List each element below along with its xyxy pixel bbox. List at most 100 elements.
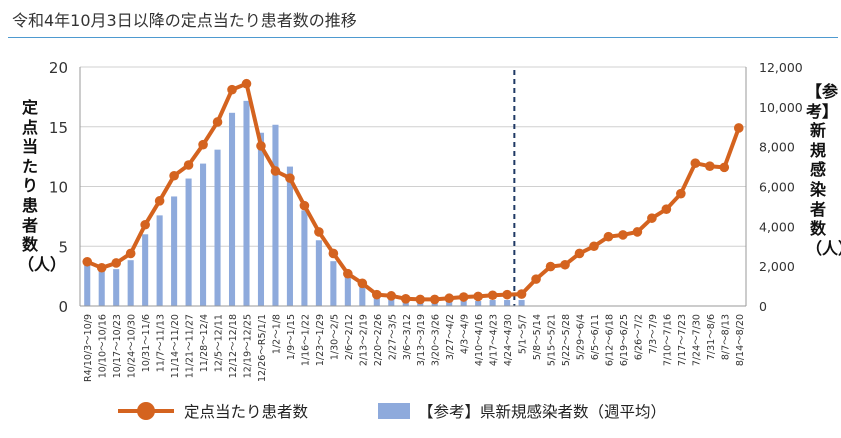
x-tick-label: 3/27～4/2 [445, 314, 456, 360]
line-point [545, 261, 556, 272]
line-point [169, 170, 179, 181]
x-tick-label: 10/10～10/16 [98, 314, 109, 378]
line-point [603, 231, 614, 242]
bar [315, 240, 322, 306]
line-point [415, 294, 426, 305]
right-axis-label: 【参考】新規感染者数（人） [806, 82, 841, 258]
gridlines [80, 66, 746, 247]
x-tick-label: 7/17～7/23 [677, 314, 688, 366]
x-tick-label: 3/6～3/12 [402, 314, 413, 360]
line-point [487, 290, 498, 301]
legend-line-label: 定点当たり患者数 [184, 403, 309, 421]
bar [200, 163, 207, 306]
x-tick-label: 12/5～12/11 [214, 314, 225, 372]
bar [127, 260, 134, 306]
right-tick-label: 2,000 [759, 259, 795, 274]
line-point [589, 241, 599, 252]
right-tick-label: 4,000 [759, 219, 795, 234]
left-tick-label: 5 [58, 238, 68, 256]
x-tick-label: 11/21～11/27 [185, 314, 196, 378]
page-title: 令和4年10月3日以降の定点当たり患者数の推移 [12, 11, 357, 30]
line-point [690, 158, 701, 168]
x-tick-label: 4/17～4/23 [489, 314, 500, 366]
line-point [96, 262, 107, 273]
line-point [705, 161, 715, 171]
bar [330, 261, 337, 306]
x-tick-label: 8/7～8/13 [720, 314, 731, 360]
bar [373, 296, 380, 306]
line-point [328, 248, 339, 259]
x-tick-label: 3/13～3/19 [416, 314, 427, 366]
bar [84, 265, 91, 306]
x-tick-label: 1/9～1/15 [286, 314, 297, 360]
line-point [82, 256, 93, 267]
bar [98, 271, 105, 306]
x-tick-label: 11/14～11/20 [170, 314, 181, 378]
line-point [531, 274, 541, 284]
x-tick-label: 6/19～6/25 [619, 314, 630, 366]
legend-line-swatch [118, 401, 174, 421]
line-point [270, 166, 281, 176]
x-tick-label: 2/6～2/12 [344, 314, 355, 360]
left-tick-label: 10 [49, 179, 68, 197]
bar [142, 234, 149, 306]
x-tick-label: 5/29～6/4 [576, 314, 587, 360]
line-point [647, 213, 657, 223]
x-tick-label: 6/5～6/11 [590, 314, 601, 360]
line-point [154, 196, 165, 206]
bar [185, 178, 192, 306]
bar [489, 300, 496, 306]
x-tick-label: 12/12～12/18 [228, 314, 239, 378]
line-point [632, 227, 643, 237]
x-tick-label: 6/26～7/2 [633, 314, 644, 360]
x-tick-label: 1/30～2/5 [329, 314, 340, 360]
title-divider [8, 37, 838, 38]
bar [243, 100, 250, 306]
line-point [516, 289, 527, 299]
x-tick-label: 4/10～4/16 [474, 314, 485, 366]
x-tick-label: 5/8～5/14 [532, 314, 543, 360]
bar [286, 166, 293, 306]
line-point [386, 291, 397, 301]
x-tick-label: 5/22～5/28 [561, 314, 572, 366]
x-tick-label: 10/24～10/30 [127, 314, 138, 378]
bar [359, 286, 366, 306]
right-tick-label: 6,000 [759, 180, 795, 195]
x-tick-label: 12/19～12/25 [243, 314, 254, 378]
line-point [285, 173, 295, 183]
x-tick-label: 1/23～1/29 [315, 314, 326, 366]
x-tick-label: 2/27～3/5 [387, 314, 398, 360]
line-point [111, 258, 121, 268]
x-tick-label: 10/17～10/23 [112, 314, 123, 378]
line-point [212, 117, 223, 127]
line-point [125, 248, 136, 259]
line-point [256, 141, 266, 151]
left-tick-label: 15 [49, 119, 68, 137]
bar [156, 215, 163, 306]
line-point [314, 227, 324, 237]
line-point [661, 204, 672, 215]
x-tick-label: 7/3～7/9 [648, 314, 659, 354]
line-point [574, 248, 585, 259]
line-point [444, 293, 454, 304]
line-point [198, 139, 208, 150]
x-tick-label: 12/26～R5/1/1 [257, 314, 268, 382]
left-tick-label: 0 [58, 298, 68, 316]
bar [518, 300, 525, 306]
legend-item-line: 定点当たり患者数 [118, 400, 308, 422]
line-path [86, 81, 741, 302]
line-series [82, 78, 744, 305]
x-tick-label: 7/10～7/16 [662, 314, 673, 366]
bar [272, 124, 279, 306]
bar [504, 300, 511, 306]
x-tick-label: 4/3～4/9 [460, 314, 471, 354]
line-point [733, 123, 744, 133]
x-tick-label: 4/24～4/30 [503, 314, 514, 366]
line-point [357, 278, 368, 289]
line-point [140, 219, 150, 230]
x-tick-label: R4/10/3～10/9 [83, 314, 94, 382]
x-tick-label: 7/24～7/30 [691, 314, 702, 366]
x-tick-label: 11/28～12/4 [199, 314, 210, 372]
line-point [473, 291, 483, 302]
